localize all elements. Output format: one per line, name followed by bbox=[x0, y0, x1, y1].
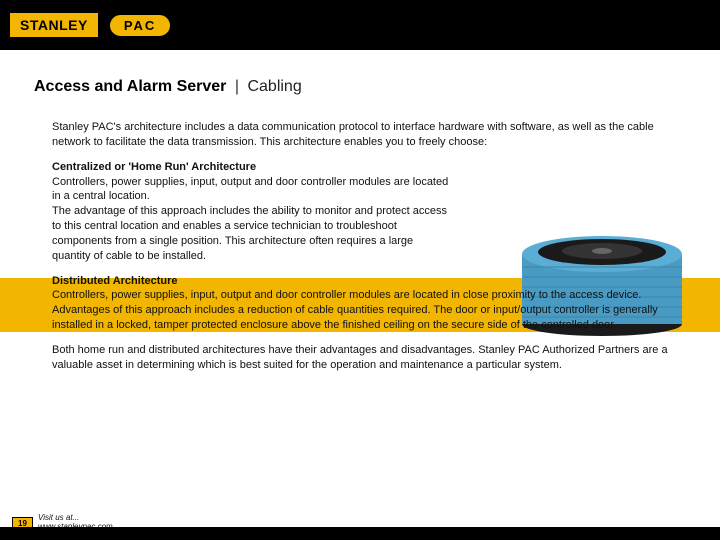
centralized-body: Controllers, power supplies, input, outp… bbox=[52, 175, 452, 264]
content-area: Stanley PAC's architecture includes a da… bbox=[0, 106, 720, 373]
logo-stanley: STANLEY bbox=[8, 11, 100, 39]
footer-black-bar bbox=[0, 527, 720, 540]
footer: 19 Visit us at... www.stanleypac.com bbox=[0, 512, 720, 540]
distributed-heading: Distributed Architecture bbox=[52, 274, 680, 289]
page-title: Access and Alarm Server | Cabling bbox=[0, 50, 720, 106]
title-separator: | bbox=[235, 78, 239, 95]
logo-pac: PAC bbox=[108, 13, 172, 38]
distributed-section: Distributed Architecture Controllers, po… bbox=[52, 274, 680, 333]
centralized-heading: Centralized or 'Home Run' Architecture bbox=[52, 160, 452, 175]
title-sub: Cabling bbox=[247, 78, 301, 95]
distributed-body: Controllers, power supplies, input, outp… bbox=[52, 288, 680, 333]
title-main: Access and Alarm Server bbox=[34, 78, 226, 95]
header-bar: STANLEY PAC bbox=[0, 0, 720, 50]
centralized-section: Centralized or 'Home Run' Architecture C… bbox=[52, 160, 452, 264]
intro-paragraph: Stanley PAC's architecture includes a da… bbox=[52, 120, 680, 150]
closing-paragraph: Both home run and distributed architectu… bbox=[52, 343, 680, 373]
